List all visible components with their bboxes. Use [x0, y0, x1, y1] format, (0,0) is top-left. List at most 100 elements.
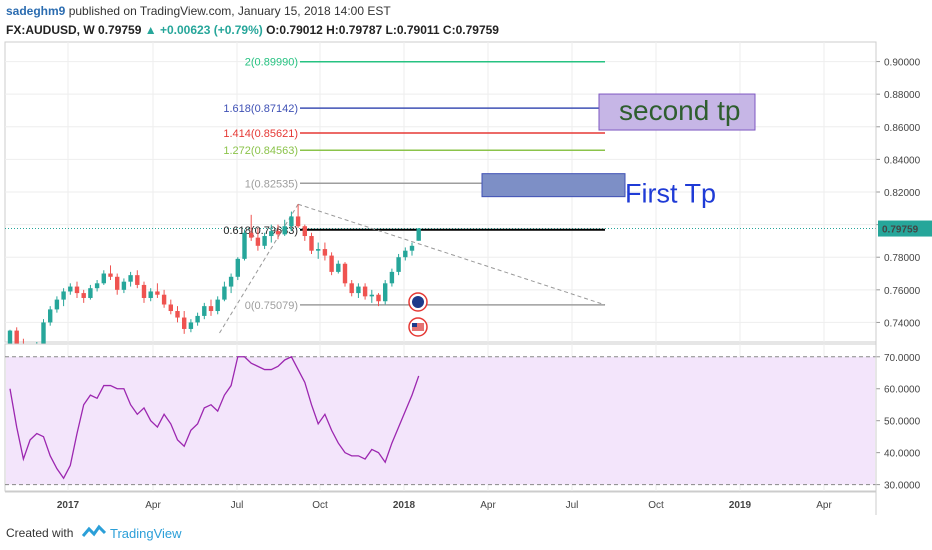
candle-body — [54, 299, 60, 310]
price-tick-label: 0.82000 — [884, 188, 921, 199]
low-value: L:0.79011 — [385, 23, 440, 37]
candle-body — [316, 249, 321, 251]
rsi-pane: 70.0000 60.0000 50.0000 40.0000 30.0000 — [4, 343, 921, 492]
close-value: C:0.79759 — [442, 23, 499, 37]
rsi-series-line — [9, 355, 420, 480]
candle-body — [228, 276, 234, 287]
candle-body — [302, 226, 307, 237]
candle-body — [362, 286, 368, 297]
candle-body — [88, 288, 93, 298]
candle-body — [182, 317, 187, 329]
tradingview-brand-link[interactable]: TradingView — [110, 526, 182, 541]
time-tick-label: Jul — [566, 500, 579, 511]
chart-canvas[interactable]: 0.900000.880000.860000.840000.820000.800… — [0, 0, 932, 518]
candle-body — [155, 291, 160, 295]
candle-body — [68, 286, 73, 292]
rsi-tick-label: 50.0000 — [884, 417, 921, 428]
time-axis: 2017 Apr Jul Oct 2018 Apr Jul Oct 2019 Apr — [5, 42, 877, 515]
candle-body — [7, 330, 13, 347]
candle-body — [202, 306, 207, 316]
candle-body — [376, 294, 381, 302]
rsi-tick-label: 30.0000 — [884, 481, 921, 492]
publish-line: sadeghm9 published on TradingView.com, J… — [6, 4, 391, 18]
candle-body — [235, 258, 240, 277]
australia-flag-fill — [412, 296, 424, 308]
candle-body — [356, 286, 361, 294]
price-tick-label: 0.90000 — [884, 58, 921, 69]
time-tick-label: 2019 — [729, 500, 752, 511]
second-tp-box — [598, 93, 756, 131]
candle-body — [14, 330, 19, 344]
price-pane: 0.900000.880000.860000.840000.820000.800… — [4, 41, 932, 370]
fib-level-label: 0(0.75079) — [245, 300, 298, 312]
candle-body — [322, 249, 328, 256]
candle-body — [101, 273, 106, 284]
time-tick-label: Apr — [480, 500, 496, 511]
candle-body — [128, 275, 133, 282]
time-tick-label: Apr — [816, 500, 832, 511]
current-price-badge — [878, 220, 932, 237]
candle-body — [108, 273, 113, 277]
candle-body — [141, 284, 147, 298]
candle-body — [161, 294, 167, 305]
publish-info: published on TradingView.com, January 15… — [68, 4, 391, 18]
candle-body — [329, 255, 334, 272]
price-tick-label: 0.76000 — [884, 286, 921, 297]
rsi-tick-label: 60.0000 — [884, 385, 921, 396]
footer: Created with TradingView — [0, 518, 932, 550]
up-arrow-icon: ▲ — [144, 23, 157, 37]
fib-level-label: 2(0.89990) — [245, 57, 298, 69]
rsi-tick-label: 40.0000 — [884, 449, 921, 460]
candle-body — [255, 237, 261, 246]
us-flag-stripes — [412, 323, 424, 331]
first-tp-box — [481, 173, 626, 198]
candle-body — [115, 276, 120, 290]
candle-body — [282, 226, 287, 235]
candle-body — [74, 286, 80, 294]
candle-body — [168, 304, 173, 312]
symbol-line: FX:AUDUSD, W 0.79759 ▲ +0.00623 (+0.79%)… — [6, 23, 499, 37]
fib-level-label: 1.414(0.85621) — [223, 128, 298, 140]
high-value: H:0.79787 — [326, 23, 383, 37]
candle-body — [135, 275, 140, 285]
candle-body — [94, 283, 100, 289]
candle-body — [269, 231, 274, 237]
author-link[interactable]: sadeghm9 — [6, 4, 66, 18]
candle-body — [121, 281, 127, 290]
created-with-label: Created with — [6, 526, 74, 540]
candle-body — [349, 283, 354, 294]
time-tick-label: Apr — [145, 500, 161, 511]
symbol-name: FX:AUDUSD, W — [6, 23, 95, 37]
candle-body — [289, 216, 294, 227]
last-price: 0.79759 — [98, 23, 142, 37]
candle-body — [249, 232, 254, 238]
candle-body — [275, 231, 281, 235]
time-tick-label: Jul — [231, 500, 244, 511]
candle-body — [262, 236, 267, 246]
candle-body — [195, 315, 200, 323]
current-price-badge-text: 0.79759 — [882, 225, 919, 236]
price-tick-label: 0.84000 — [884, 155, 921, 166]
fib-trend-dashed-line — [297, 203, 606, 306]
candle-body — [342, 263, 348, 284]
candle-body — [41, 322, 46, 346]
candle-body — [409, 245, 415, 251]
candle-body — [383, 283, 388, 302]
rsi-band-fill — [6, 356, 875, 485]
candle-body — [242, 232, 247, 259]
price-tick-label: 0.78000 — [884, 253, 921, 264]
tradingview-logo-icon — [82, 524, 106, 537]
time-tick-label: Oct — [312, 500, 328, 511]
second-tp-label: second tp — [619, 95, 740, 126]
candle-body — [369, 294, 374, 297]
candle-body — [336, 263, 341, 272]
open-value: O:0.79012 — [266, 23, 323, 37]
time-tick-label: 2017 — [57, 500, 80, 511]
us-flag-canton — [412, 323, 417, 327]
price-tick-label: 0.86000 — [884, 123, 921, 134]
candle-body — [48, 309, 53, 323]
chart-header: sadeghm9 published on TradingView.com, J… — [0, 0, 932, 42]
time-tick-label: 2018 — [393, 500, 416, 511]
first-tp-label: First Tp — [625, 179, 716, 209]
candle-body — [295, 216, 301, 227]
